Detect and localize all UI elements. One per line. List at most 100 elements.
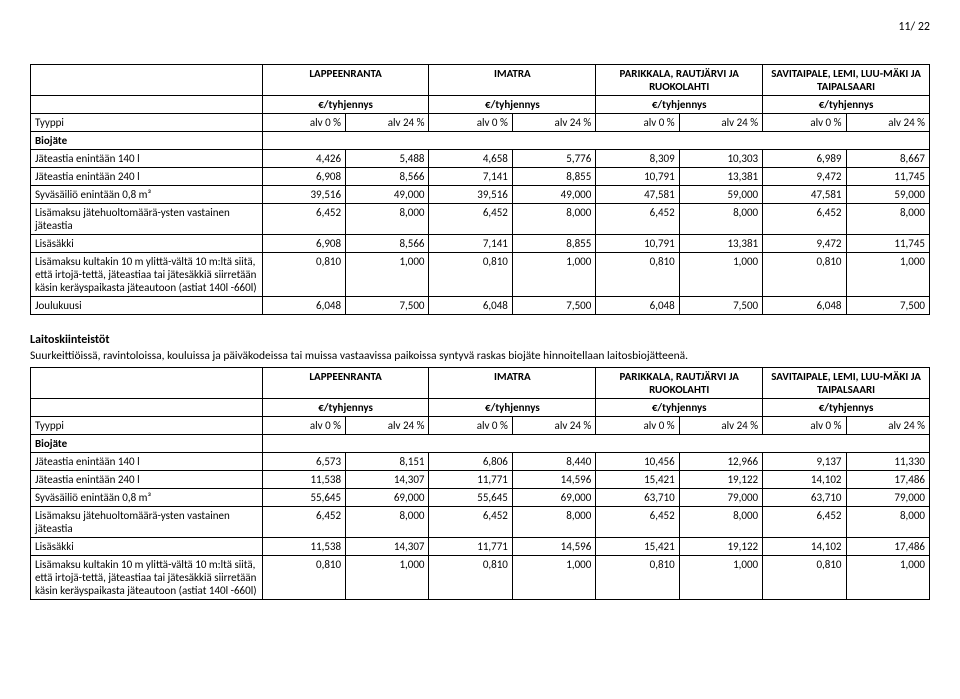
cell-value: 1,000: [346, 556, 429, 600]
city-header: PARIKKALA, RAUTJÄRVI JA RUOKOLAHTI: [596, 368, 763, 399]
cell-value: 0,810: [596, 253, 679, 297]
cell-value: 1,000: [512, 253, 595, 297]
vat-header: alv 0 %: [262, 114, 345, 132]
vat-header: alv 24 %: [346, 417, 429, 435]
header-row-cities: LAPPEENRANTA IMATRA PARIKKALA, RAUTJÄRVI…: [31, 65, 930, 96]
cell-value: 11,538: [262, 471, 345, 489]
cell-value: 6,452: [763, 507, 846, 538]
cell-value: 79,000: [846, 489, 930, 507]
unit-header: €/tyhjennys: [429, 399, 596, 417]
cell-value: 8,000: [679, 507, 762, 538]
table-row: Joulukuusi6,0487,5006,0487,5006,0487,500…: [31, 297, 930, 315]
vat-header: alv 24 %: [512, 417, 595, 435]
unit-header: €/tyhjennys: [429, 96, 596, 114]
cell-value: 17,486: [846, 471, 930, 489]
cell-value: 14,102: [763, 538, 846, 556]
cell-value: 59,000: [846, 186, 930, 204]
table-row: Jäteastia enintään 140 l4,4265,4884,6585…: [31, 150, 930, 168]
cell-value: 8,855: [512, 235, 595, 253]
row-label: Lisäsäkki: [31, 235, 263, 253]
vat-header: alv 0 %: [596, 114, 679, 132]
cell-value: 13,381: [679, 235, 762, 253]
table-row: Jäteastia enintään 240 l11,53814,30711,7…: [31, 471, 930, 489]
unit-header: €/tyhjennys: [262, 399, 429, 417]
cell-value: 6,452: [763, 204, 846, 235]
cell-value: 6,452: [596, 507, 679, 538]
cell-value: 0,810: [429, 556, 512, 600]
cell-value: 9,137: [763, 453, 846, 471]
cell-value: 4,426: [262, 150, 345, 168]
city-header: LAPPEENRANTA: [262, 368, 429, 399]
row-label: Lisämaksu kultakin 10 m ylittä-vältä 10 …: [31, 556, 263, 600]
unit-header: €/tyhjennys: [596, 399, 763, 417]
cell-value: 6,452: [262, 204, 345, 235]
cell-value: 12,966: [679, 453, 762, 471]
cell-value: 1,000: [679, 253, 762, 297]
cell-value: 8,000: [846, 507, 930, 538]
row-label: Lisämaksu jätehuoltomäärä-ysten vastaine…: [31, 204, 263, 235]
cell-value: 1,000: [846, 556, 930, 600]
vat-header: alv 24 %: [846, 114, 930, 132]
vat-header: alv 0 %: [429, 114, 512, 132]
cell-value: 8,440: [512, 453, 595, 471]
cell-value: 1,000: [679, 556, 762, 600]
city-header: SAVITAIPALE, LEMI, LUU-MÄKI JA TAIPALSAA…: [763, 65, 930, 96]
cell-value: 11,330: [846, 453, 930, 471]
cell-value: 15,421: [596, 538, 679, 556]
vat-header: alv 24 %: [512, 114, 595, 132]
cell-value: 39,516: [429, 186, 512, 204]
cell-value: 10,456: [596, 453, 679, 471]
category-label: Biojäte: [31, 435, 263, 453]
cell-value: 8,000: [679, 204, 762, 235]
cell-value: 8,000: [846, 204, 930, 235]
cell-value: 6,048: [262, 297, 345, 315]
section-title: Laitoskiinteistöt: [30, 333, 930, 347]
city-header: PARIKKALA, RAUTJÄRVI JA RUOKOLAHTI: [596, 65, 763, 96]
unit-header: €/tyhjennys: [763, 96, 930, 114]
cell-value: 79,000: [679, 489, 762, 507]
cell-value: 13,381: [679, 168, 762, 186]
cell-value: 10,791: [596, 235, 679, 253]
vat-header: alv 0 %: [763, 417, 846, 435]
cell-value: 47,581: [596, 186, 679, 204]
cell-value: 6,452: [596, 204, 679, 235]
row-label: Lisämaksu kultakin 10 m ylittä-vältä 10 …: [31, 253, 263, 297]
vat-header: alv 24 %: [846, 417, 930, 435]
price-table-1: LAPPEENRANTA IMATRA PARIKKALA, RAUTJÄRVI…: [30, 64, 930, 315]
cell-value: 55,645: [262, 489, 345, 507]
cell-value: 14,596: [512, 471, 595, 489]
cell-value: 6,908: [262, 168, 345, 186]
cell-value: 6,048: [429, 297, 512, 315]
cell-value: 0,810: [763, 556, 846, 600]
cell-value: 5,776: [512, 150, 595, 168]
header-row-units: €/tyhjennys €/tyhjennys €/tyhjennys €/ty…: [31, 96, 930, 114]
cell-value: 7,500: [846, 297, 930, 315]
vat-header: alv 24 %: [346, 114, 429, 132]
cell-value: 49,000: [512, 186, 595, 204]
cell-value: 59,000: [679, 186, 762, 204]
cell-value: 7,500: [346, 297, 429, 315]
cell-value: 11,745: [846, 168, 930, 186]
cell-value: 0,810: [262, 556, 345, 600]
vat-header: alv 0 %: [429, 417, 512, 435]
cell-value: 8,566: [346, 168, 429, 186]
vat-header: alv 0 %: [596, 417, 679, 435]
cell-value: 6,452: [429, 204, 512, 235]
header-row-cities: LAPPEENRANTA IMATRA PARIKKALA, RAUTJÄRVI…: [31, 368, 930, 399]
cell-value: 7,500: [512, 297, 595, 315]
cell-value: 17,486: [846, 538, 930, 556]
cell-value: 6,573: [262, 453, 345, 471]
table-row: Lisämaksu jätehuoltomäärä-ysten vastaine…: [31, 204, 930, 235]
cell-value: 11,771: [429, 538, 512, 556]
cell-value: 8,000: [512, 507, 595, 538]
cell-value: 6,048: [596, 297, 679, 315]
cell-value: 69,000: [346, 489, 429, 507]
section-desc: Suurkeittiöissä, ravintoloissa, kouluiss…: [30, 349, 930, 363]
row-label: Syväsäiliö enintään 0,8 m³: [31, 489, 263, 507]
cell-value: 55,645: [429, 489, 512, 507]
cell-value: 15,421: [596, 471, 679, 489]
cell-value: 7,141: [429, 235, 512, 253]
cell-value: 0,810: [596, 556, 679, 600]
cell-value: 8,151: [346, 453, 429, 471]
cell-value: 0,810: [763, 253, 846, 297]
